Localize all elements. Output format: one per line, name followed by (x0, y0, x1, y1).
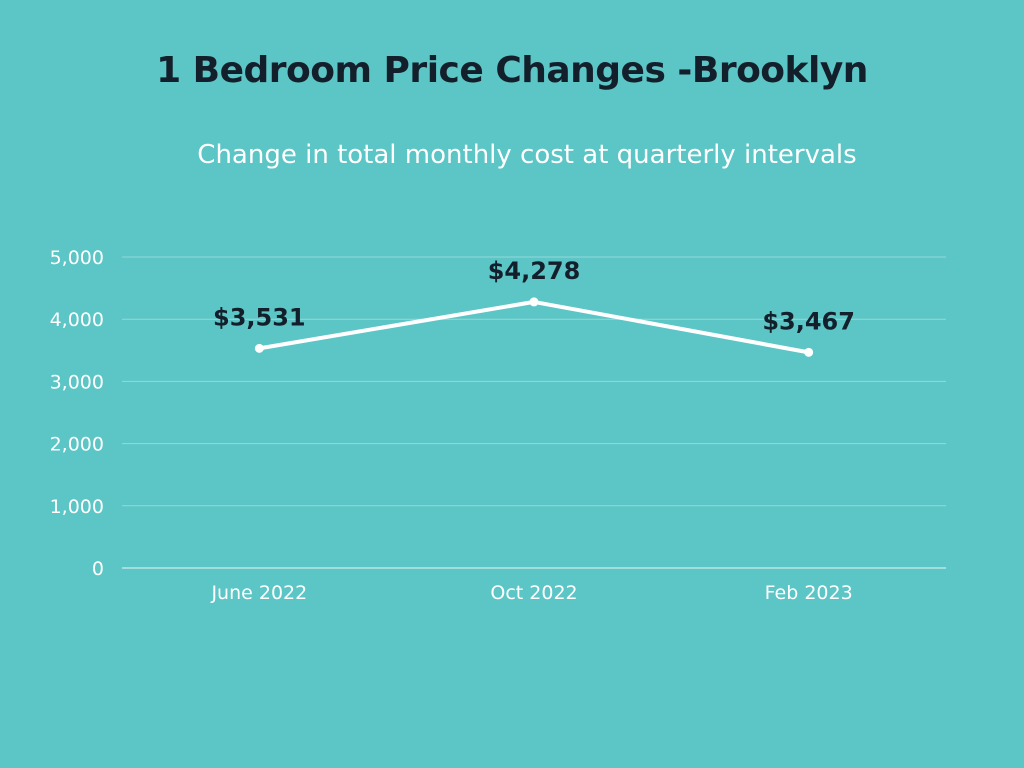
y-tick-label: 2,000 (50, 434, 104, 456)
x-axis: June 2022 Oct 2022 Feb 2023 (210, 582, 852, 604)
data-label: $3,531 (213, 303, 306, 331)
y-tick-label: 1,000 (50, 496, 104, 518)
y-tick-label: 5,000 (50, 247, 104, 269)
data-point (254, 343, 264, 353)
x-tick-label: June 2022 (210, 582, 307, 604)
data-point (529, 297, 539, 307)
gridlines (122, 256, 946, 569)
chart-subtitle: Change in total monthly cost at quarterl… (197, 140, 857, 170)
y-axis: 0 1,000 2,000 3,000 4,000 5,000 (50, 247, 104, 580)
data-labels: $3,531 $4,278 $3,467 (213, 257, 855, 335)
data-label: $4,278 (488, 257, 581, 285)
y-tick-label: 3,000 (50, 371, 104, 393)
x-tick-label: Oct 2022 (490, 582, 577, 604)
y-tick-label: 0 (92, 558, 104, 580)
series (254, 297, 814, 357)
data-label: $3,467 (762, 307, 855, 335)
data-point (804, 347, 814, 357)
y-tick-label: 4,000 (50, 309, 104, 331)
chart-title: 1 Bedroom Price Changes -Brooklyn (156, 50, 868, 91)
x-tick-label: Feb 2023 (765, 582, 853, 604)
series-line (257, 299, 811, 355)
